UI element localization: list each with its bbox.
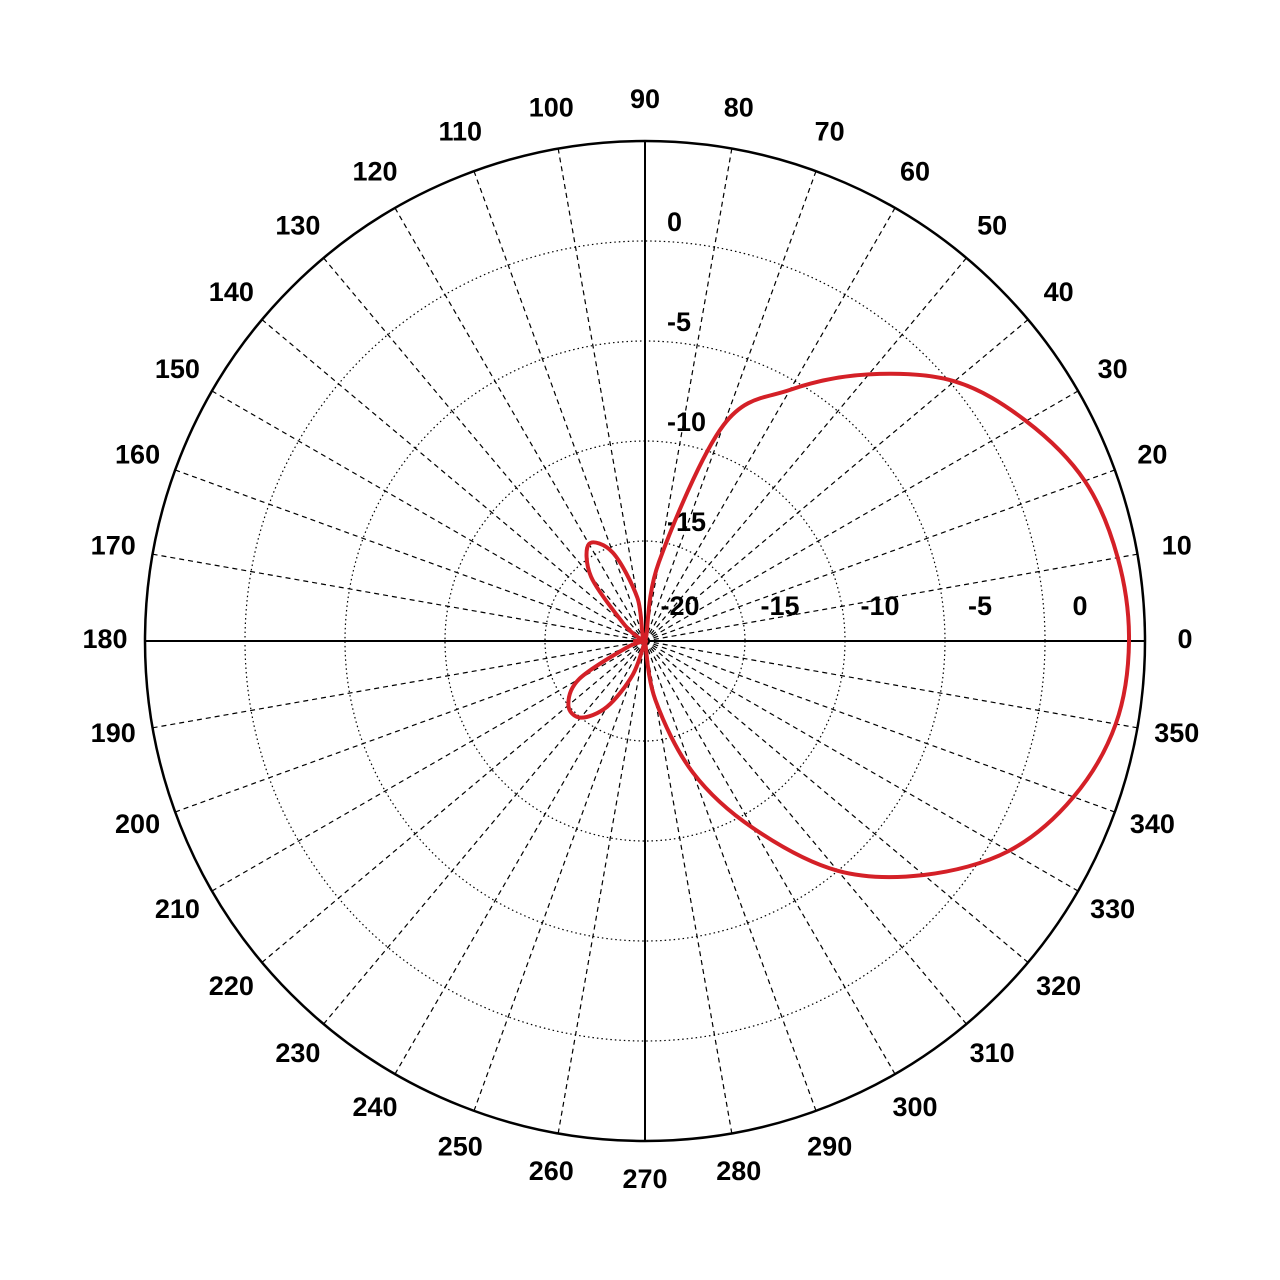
theta-tick-label: 310 xyxy=(970,1038,1015,1068)
theta-tick-label: 120 xyxy=(352,156,397,186)
theta-tick-label: 250 xyxy=(438,1132,483,1162)
grid-spoke xyxy=(644,257,967,642)
grid-spoke xyxy=(644,640,1116,813)
theta-tick-label: 110 xyxy=(439,117,483,147)
theta-tick-label: 70 xyxy=(815,117,845,147)
theta-tick-label: 40 xyxy=(1044,277,1074,307)
theta-tick-label: 270 xyxy=(622,1164,667,1194)
theta-tick-label: 0 xyxy=(1177,624,1192,654)
theta-tick-label: 90 xyxy=(630,84,660,114)
grid-spoke xyxy=(394,640,646,1075)
grid-spoke xyxy=(473,170,646,642)
grid-spoke xyxy=(644,319,1029,642)
grid-spoke xyxy=(644,640,896,1075)
theta-tick-label: 140 xyxy=(209,277,254,307)
r-tick-label: -10 xyxy=(860,591,899,621)
grid-spoke xyxy=(644,640,1029,963)
grid-spoke xyxy=(394,207,646,642)
r-tick-label: -5 xyxy=(968,591,992,621)
grid-spoke xyxy=(211,390,646,642)
theta-tick-label: 290 xyxy=(807,1132,852,1162)
grid-spoke xyxy=(211,640,646,892)
grid-spoke xyxy=(261,319,646,642)
theta-tick-label: 320 xyxy=(1036,971,1081,1001)
theta-tick-label: 80 xyxy=(724,92,754,122)
theta-tick-label: 130 xyxy=(275,210,320,240)
r-tick-label: -5 xyxy=(667,307,691,337)
theta-tick-label: 180 xyxy=(82,624,127,654)
grid-spoke xyxy=(557,640,646,1134)
theta-tick-label: 300 xyxy=(892,1092,937,1122)
theta-tick-label: 200 xyxy=(115,809,160,839)
theta-tick-label: 220 xyxy=(209,971,254,1001)
grid-spoke xyxy=(644,640,817,1112)
r-tick-label: 0 xyxy=(667,207,682,237)
grid-spoke xyxy=(644,390,1079,642)
pattern-line xyxy=(566,371,1132,880)
grid-spoke xyxy=(644,170,817,642)
grid-spoke xyxy=(644,640,1138,729)
grid-spoke xyxy=(152,553,646,642)
theta-tick-label: 210 xyxy=(155,894,200,924)
theta-tick-label: 60 xyxy=(900,156,930,186)
theta-tick-label: 280 xyxy=(716,1156,761,1186)
grid-spoke xyxy=(473,640,646,1112)
r-tick-label: -10 xyxy=(667,407,706,437)
grid-spoke xyxy=(644,553,1138,642)
grid-spoke xyxy=(644,640,967,1025)
r-tick-label: -20 xyxy=(660,591,699,621)
theta-tick-label: 350 xyxy=(1154,718,1199,748)
grid-spoke xyxy=(152,640,646,729)
theta-tick-label: 340 xyxy=(1130,809,1175,839)
theta-tick-label: 240 xyxy=(352,1092,397,1122)
grid-spoke xyxy=(557,148,646,642)
r-tick-label: -15 xyxy=(760,591,799,621)
outer-circle xyxy=(143,139,1147,1143)
theta-tick-label: 190 xyxy=(91,718,136,748)
grid-spoke xyxy=(644,207,896,642)
theta-tick-label: 100 xyxy=(529,92,574,122)
grid-spoke xyxy=(174,640,646,813)
grid-spoke xyxy=(323,640,646,1025)
theta-tick-label: 160 xyxy=(115,439,160,469)
grid-spoke xyxy=(644,640,733,1134)
theta-tick-label: 170 xyxy=(91,530,136,560)
grid-spoke xyxy=(174,469,646,642)
theta-tick-label: 230 xyxy=(275,1038,320,1068)
theta-tick-label: 150 xyxy=(155,354,200,384)
theta-tick-label: 330 xyxy=(1090,894,1135,924)
theta-tick-label: 20 xyxy=(1137,439,1167,469)
grid-spoke xyxy=(644,640,1079,892)
r-tick-label: 0 xyxy=(1072,591,1087,621)
grid-spoke xyxy=(644,469,1116,642)
theta-tick-label: 30 xyxy=(1098,354,1128,384)
theta-tick-label: 50 xyxy=(977,210,1007,240)
theta-tick-label: 10 xyxy=(1162,530,1192,560)
theta-tick-label: 260 xyxy=(529,1156,574,1186)
grid-spoke xyxy=(261,640,646,963)
